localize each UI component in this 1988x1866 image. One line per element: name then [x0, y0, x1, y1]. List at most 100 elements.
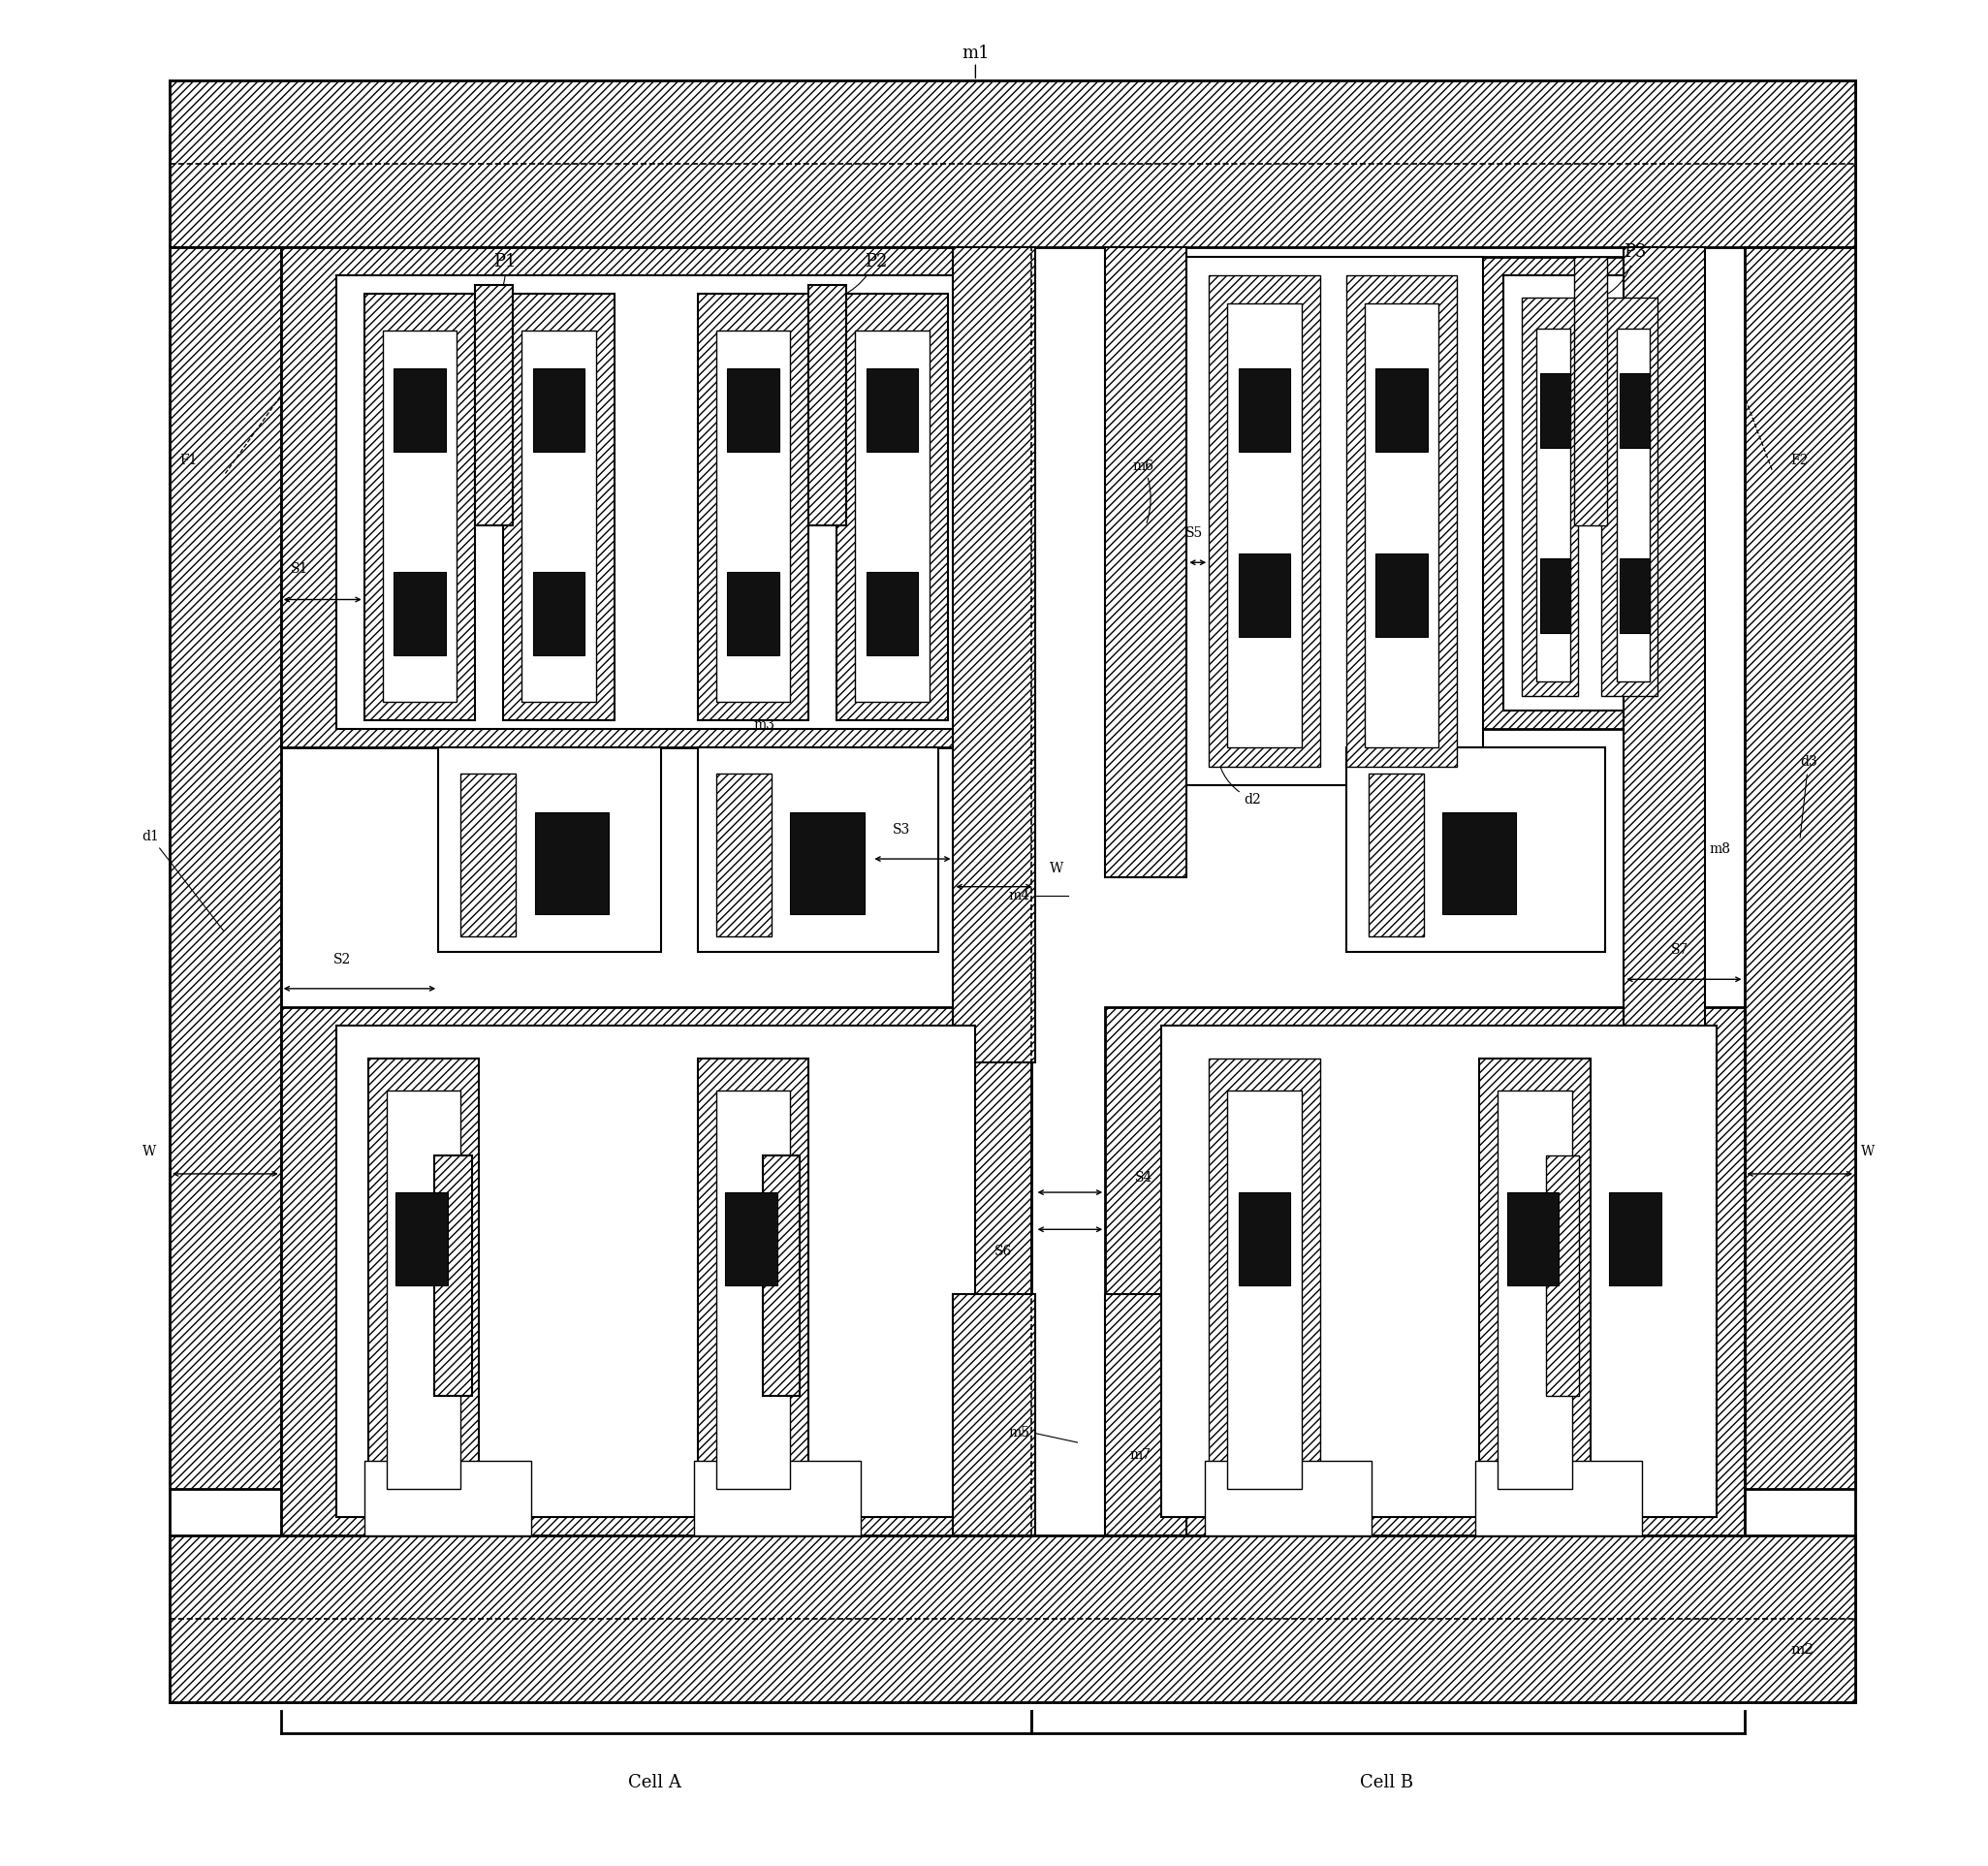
Bar: [1497, 1090, 1573, 1489]
Bar: [384, 330, 457, 702]
Bar: [716, 330, 791, 702]
Bar: [533, 368, 584, 452]
Text: d2: d2: [1217, 750, 1260, 806]
Bar: [728, 368, 779, 452]
Bar: [1620, 373, 1650, 448]
Bar: [1479, 1060, 1590, 1504]
Bar: [364, 1461, 531, 1536]
Bar: [726, 1192, 777, 1286]
Text: m3: m3: [720, 711, 775, 731]
Bar: [435, 1155, 471, 1396]
Bar: [1541, 373, 1571, 448]
Bar: [954, 248, 1034, 1062]
Bar: [1743, 248, 1855, 1489]
Bar: [698, 293, 809, 720]
Text: S6: S6: [994, 1245, 1012, 1258]
Bar: [1547, 1155, 1578, 1396]
Text: N1: N1: [429, 1491, 455, 1526]
Text: N3: N3: [1531, 1491, 1559, 1526]
Bar: [867, 571, 918, 655]
Text: P2: P2: [811, 252, 887, 302]
Bar: [336, 276, 976, 730]
Bar: [169, 80, 1855, 1702]
Bar: [394, 368, 445, 452]
Bar: [503, 293, 614, 720]
Bar: [694, 1461, 861, 1536]
Bar: [437, 748, 660, 952]
Bar: [1523, 297, 1578, 696]
Bar: [533, 571, 584, 655]
Bar: [1620, 558, 1650, 633]
Text: W: W: [143, 1146, 157, 1159]
Text: S2: S2: [334, 954, 350, 967]
Bar: [954, 1295, 1034, 1536]
Bar: [280, 248, 1032, 748]
Text: S5: S5: [1185, 526, 1203, 541]
Text: N2: N2: [749, 1491, 775, 1526]
Bar: [1608, 1192, 1660, 1286]
Bar: [1205, 1461, 1372, 1536]
Bar: [394, 571, 445, 655]
Bar: [1368, 774, 1423, 937]
Text: W: W: [1861, 1146, 1875, 1159]
Bar: [1479, 258, 1684, 730]
Text: F1: F1: [179, 453, 197, 466]
Bar: [1441, 812, 1517, 914]
Bar: [1602, 297, 1658, 696]
Text: d3: d3: [1799, 756, 1817, 838]
Bar: [1616, 328, 1650, 681]
Bar: [1475, 1461, 1642, 1536]
Text: m8: m8: [1710, 843, 1730, 856]
Text: m1: m1: [962, 45, 990, 62]
Bar: [1161, 1026, 1716, 1517]
Bar: [837, 293, 948, 720]
Bar: [1209, 1060, 1320, 1504]
Bar: [716, 1090, 791, 1489]
Bar: [809, 285, 845, 526]
Bar: [169, 80, 1855, 248]
Bar: [336, 1026, 976, 1517]
Bar: [698, 748, 938, 952]
Bar: [364, 293, 475, 720]
Bar: [386, 1090, 461, 1489]
Bar: [1227, 1090, 1302, 1489]
Text: S7: S7: [1670, 944, 1688, 957]
Text: m7: m7: [1129, 1448, 1151, 1463]
Bar: [475, 285, 513, 526]
Bar: [280, 1008, 1032, 1536]
Bar: [855, 330, 928, 702]
Bar: [1376, 368, 1427, 452]
Bar: [1239, 552, 1290, 636]
Bar: [1105, 1295, 1187, 1536]
Bar: [1209, 276, 1320, 767]
Text: P3: P3: [1588, 243, 1646, 302]
Text: m5: m5: [1008, 1426, 1030, 1441]
Bar: [1346, 748, 1604, 952]
Bar: [1346, 276, 1457, 767]
Bar: [396, 1192, 447, 1286]
Bar: [1239, 368, 1290, 452]
Bar: [1507, 1192, 1559, 1286]
Text: W: W: [1050, 862, 1064, 875]
Bar: [1227, 302, 1302, 748]
Text: S1: S1: [290, 562, 308, 575]
Text: S4: S4: [1135, 1170, 1153, 1185]
Bar: [1541, 558, 1571, 633]
Bar: [728, 571, 779, 655]
Text: S3: S3: [893, 823, 911, 836]
Text: m2: m2: [1791, 1644, 1813, 1657]
Text: F2: F2: [1791, 453, 1809, 466]
Text: Cell B: Cell B: [1360, 1775, 1413, 1791]
Bar: [169, 1536, 1855, 1702]
Bar: [521, 330, 596, 702]
Bar: [1574, 258, 1606, 526]
Bar: [461, 774, 517, 937]
Text: d1: d1: [141, 830, 223, 931]
Bar: [1364, 302, 1439, 748]
Text: m6: m6: [1133, 459, 1155, 522]
Bar: [791, 812, 865, 914]
Text: Cell A: Cell A: [628, 1775, 682, 1791]
Bar: [1624, 248, 1706, 1062]
Bar: [1105, 1008, 1743, 1536]
Text: P1: P1: [477, 252, 517, 321]
